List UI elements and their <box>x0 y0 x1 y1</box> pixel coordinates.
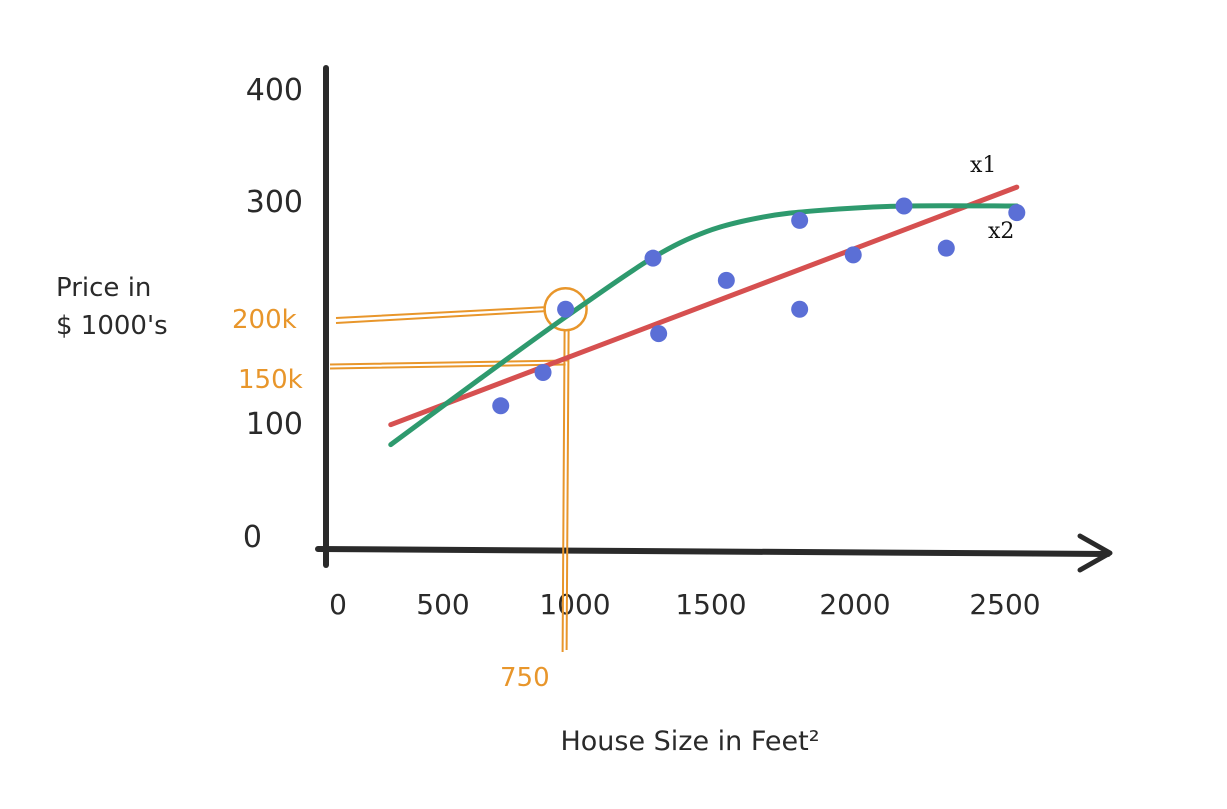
highlight-circle <box>543 286 588 332</box>
x-tick-label-500: 500 <box>416 588 469 621</box>
data-point-2 <box>534 364 552 381</box>
series-tag-x1: x1 <box>970 153 996 178</box>
data-point-8 <box>791 211 809 229</box>
annotation-guides <box>329 286 588 653</box>
x-tick-label-0: 0 <box>329 588 347 621</box>
guide-line-200k <box>335 306 544 324</box>
y-tick-labels: 0 100 300 400 <box>243 73 303 555</box>
series-tag-x2: x2 <box>988 219 1014 244</box>
data-point-1 <box>492 397 510 415</box>
x-tick-label-2000: 2000 <box>819 588 890 621</box>
x-axis-arrowhead <box>1077 533 1113 573</box>
y-axis-label-line-2: $ 1000's <box>56 311 168 341</box>
series-line-x1 <box>388 184 1020 428</box>
x-tick-labels: 0 500 1000 1500 2000 2500 <box>329 588 1041 621</box>
annotation-label-150k: 150k <box>238 365 303 395</box>
y-axis-label-line-1: Price in <box>56 273 151 303</box>
guide-line-750 <box>561 329 570 653</box>
data-point-11 <box>937 239 955 257</box>
data-point-4 <box>644 249 662 267</box>
x-tick-label-2500: 2500 <box>969 588 1040 621</box>
data-point-10 <box>895 197 913 215</box>
y-tick-label-0: 0 <box>243 520 262 555</box>
y-tick-label-100: 100 <box>246 407 303 442</box>
data-point-12 <box>1008 204 1026 222</box>
data-point-3 <box>557 300 575 318</box>
data-point-7 <box>791 300 809 318</box>
data-point-5 <box>650 325 668 343</box>
annotation-label-200k: 200k <box>232 305 297 335</box>
y-tick-label-300: 300 <box>246 185 303 220</box>
x-axis-label: House Size in Feet² <box>560 726 819 757</box>
series-line-x2 <box>388 203 1020 448</box>
guide-line-150k <box>329 359 568 370</box>
data-point-9 <box>844 246 862 264</box>
data-points <box>492 197 1026 415</box>
annotation-label-750: 750 <box>500 663 550 693</box>
y-tick-label-400: 400 <box>246 73 303 108</box>
x-tick-label-1000: 1000 <box>539 588 610 621</box>
x-axis <box>315 546 1111 557</box>
data-point-6 <box>717 271 735 289</box>
series-lines <box>388 184 1020 448</box>
x-tick-label-1500: 1500 <box>675 588 746 621</box>
